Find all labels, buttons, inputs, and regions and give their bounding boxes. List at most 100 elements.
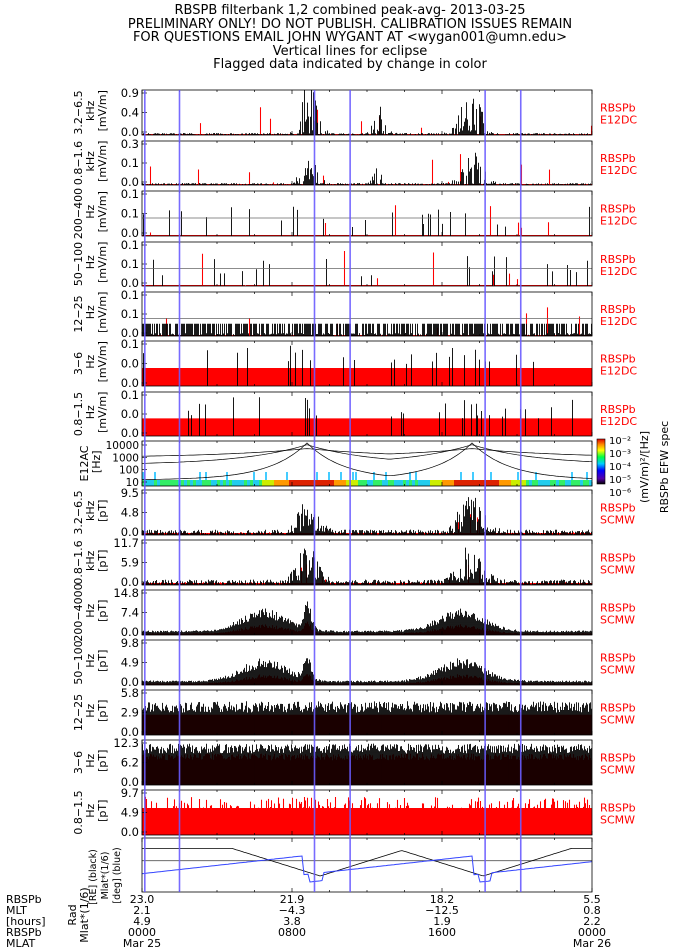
- spectrogram-cell: [214, 480, 217, 486]
- panel-9: [141, 489, 593, 536]
- ephemeris-value: 4.9: [133, 915, 151, 928]
- y-tick-label: 0.3: [121, 137, 139, 151]
- data-source-label: RBSPb: [600, 652, 636, 665]
- spectrogram-cell: [256, 480, 259, 486]
- ephemeris-side-label: Rad: [66, 904, 79, 925]
- y-tick-label: 0.0: [121, 226, 139, 240]
- spectrogram-cell: [499, 480, 502, 486]
- series-line: [142, 701, 592, 735]
- ephemeris-value: 1.9: [433, 915, 451, 928]
- spectrogram-cell: [514, 480, 517, 486]
- panel-2: [141, 140, 593, 186]
- data-source-label: RBSPb: [600, 303, 636, 316]
- panel-frame: [141, 489, 593, 536]
- spectrogram-cell: [355, 480, 358, 486]
- flagged-data: [141, 418, 593, 436]
- spectrogram-cell: [487, 480, 490, 486]
- y-tick-label: 0.0: [121, 525, 139, 539]
- y-tick-label: 5.9: [121, 556, 139, 570]
- spectrogram-cell: [268, 480, 271, 486]
- data-source-label: RBSPb: [600, 353, 636, 366]
- spectrogram-cell: [340, 472, 342, 480]
- spectrogram-cell: [580, 480, 583, 486]
- spectrogram-cell: [388, 480, 391, 486]
- spectrogram-cell: [163, 480, 166, 486]
- chart-title: RBSPB filterbank 1,2 combined peak-avg- …: [0, 4, 700, 72]
- panel-frame: [141, 89, 593, 136]
- y-tick-label: 4.8: [121, 506, 139, 520]
- panel-6: [141, 340, 593, 387]
- data-source-label: E12DC: [600, 365, 637, 378]
- y-tick-label: 0.0: [121, 407, 139, 421]
- data-source-label: SCMW: [600, 664, 635, 677]
- spectrogram-cell: [316, 480, 319, 486]
- spectrogram-cell: [361, 480, 364, 486]
- colorbar: [596, 438, 606, 485]
- spectrogram-cell: [226, 480, 229, 486]
- spectrogram-cell: [562, 480, 565, 486]
- y-tick-label: 0.0: [121, 825, 139, 839]
- panel-label: 0.8−1.6 kHz [pT]: [72, 540, 109, 584]
- spectrogram-cell: [535, 472, 537, 480]
- y-tick-label: 4.9: [121, 806, 139, 820]
- spectrogram-cell: [229, 480, 232, 486]
- spectrogram-cell: [460, 480, 463, 486]
- spectrogram-cell: [151, 480, 154, 486]
- gyrofrequency-curve: [141, 444, 593, 464]
- spectrogram-cell: [211, 480, 214, 486]
- y-tick-label: 12.3: [113, 736, 139, 750]
- spectrogram-cell: [451, 480, 454, 486]
- spectrogram-cell: [565, 480, 568, 486]
- spectrogram-cell: [310, 480, 313, 486]
- spectrogram-cell: [196, 480, 199, 486]
- y-tick-label: 0.0: [121, 625, 139, 639]
- x-tick-label: 0000: [128, 926, 156, 939]
- panel-frame: [141, 639, 593, 686]
- ephemeris-value: −12.5: [425, 904, 459, 917]
- spectrogram-cell: [325, 480, 328, 486]
- panel-label: 50−100 Hz [mV/m]: [72, 242, 109, 287]
- y-tick-label: 5.8: [121, 686, 139, 700]
- y-tick-label: 10: [126, 477, 139, 489]
- spectrogram-cell: [556, 480, 559, 486]
- y-tick-label: 0.1: [121, 238, 139, 252]
- spectrogram-cell: [517, 480, 520, 486]
- colorbar-tick-label: 10⁻⁵: [609, 475, 631, 486]
- panel-frame: [141, 589, 593, 636]
- spectrogram-cell: [583, 480, 586, 486]
- spectrogram-cell: [358, 480, 361, 486]
- spectrogram-cell: [448, 480, 451, 486]
- spectrogram-cell: [460, 472, 462, 480]
- spectrogram-cell: [199, 480, 202, 486]
- panel-label: 3−6 Hz [pT]: [72, 750, 109, 776]
- flagged-data: [141, 368, 593, 386]
- spectrogram-cell: [553, 480, 556, 486]
- spectrogram-cell: [424, 480, 427, 486]
- series-line: [142, 658, 592, 685]
- y-tick-label: 9.5: [121, 486, 139, 500]
- spectrogram-cell: [415, 472, 417, 480]
- spectrogram-cell: [352, 480, 355, 486]
- spectrogram-cell: [496, 480, 499, 486]
- y-tick-label: 0.1: [121, 307, 139, 321]
- ephemeris-value: 0.8: [583, 904, 601, 917]
- panel-frame: [141, 440, 593, 487]
- spectrogram-cell: [208, 480, 211, 486]
- y-tick-label: 6.2: [121, 756, 139, 770]
- panel-5: [141, 291, 593, 337]
- spectrogram-cell: [538, 480, 541, 486]
- title-line: FOR QUESTIONS EMAIL JOHN WYGANT AT <wyga…: [132, 30, 568, 45]
- spectrogram-cell: [154, 472, 156, 480]
- spectrogram-cell: [160, 480, 163, 486]
- spectrogram-cell: [376, 480, 379, 486]
- panel-label: 3.2−6.5 kHz [mV/m]: [72, 90, 109, 135]
- x-tick-label: 0800: [278, 926, 306, 939]
- spectrogram-cell: [145, 480, 148, 486]
- data-source-label: SCMW: [600, 614, 635, 627]
- spectrogram-cell: [403, 480, 406, 486]
- spectrogram-cell: [364, 480, 367, 486]
- series-line: [142, 323, 592, 336]
- spectrogram-cell: [577, 480, 580, 486]
- series-line: [143, 345, 534, 386]
